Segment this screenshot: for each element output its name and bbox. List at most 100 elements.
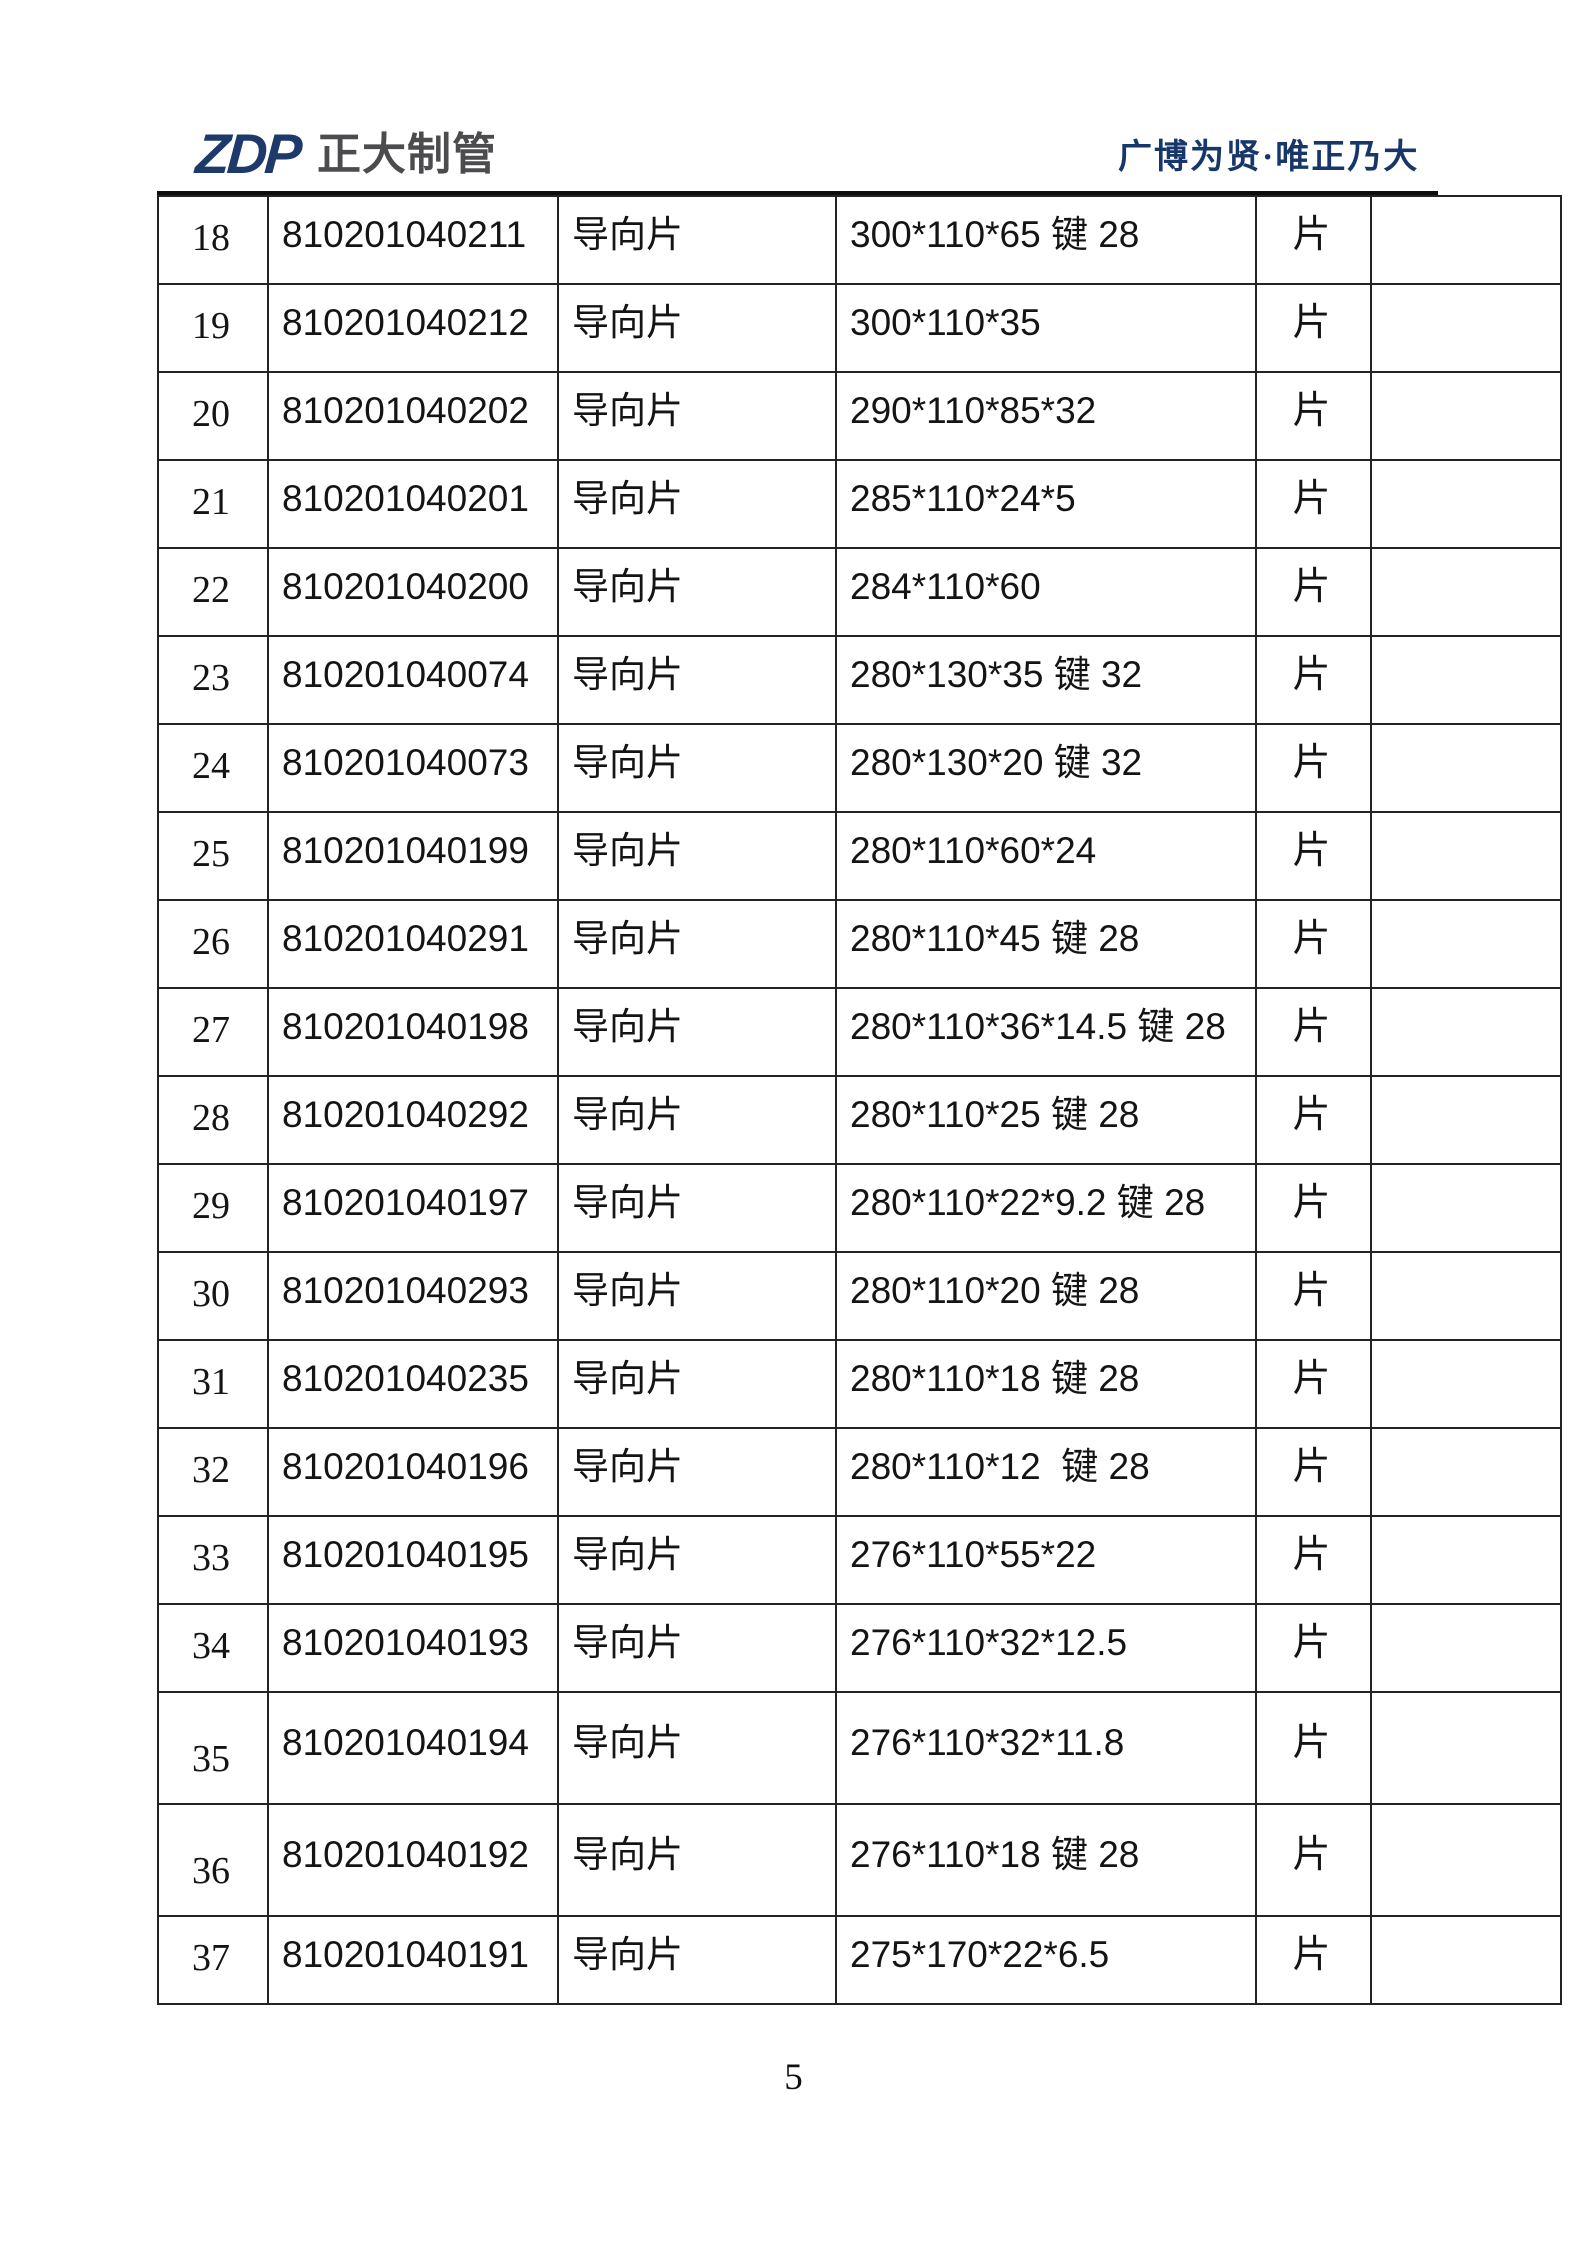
- cell-part-name: 导向片: [557, 635, 837, 725]
- cell-unit: 片: [1255, 1427, 1372, 1517]
- cell-unit: 片: [1255, 1515, 1372, 1605]
- cell-row-number: 35: [157, 1691, 269, 1805]
- table-row: 26 810201040291 导向片 280*110*45 键 28 片: [157, 899, 1562, 989]
- cell-part-name: 导向片: [557, 1075, 837, 1165]
- cell-unit: 片: [1255, 1163, 1372, 1253]
- cell-part-code: 810201040192: [267, 1803, 559, 1917]
- cell-spec: 276*110*55*22: [835, 1515, 1257, 1605]
- cell-unit: 片: [1255, 459, 1372, 549]
- cell-part-code: 810201040196: [267, 1427, 559, 1517]
- cell-remark: [1370, 195, 1562, 285]
- cell-part-name: 导向片: [557, 899, 837, 989]
- cell-part-code: 810201040293: [267, 1251, 559, 1341]
- table-row: 23 810201040074 导向片 280*130*35 键 32 片: [157, 635, 1562, 725]
- table-row: 28 810201040292 导向片 280*110*25 键 28 片: [157, 1075, 1562, 1165]
- cell-unit: 片: [1255, 1075, 1372, 1165]
- header-tagline: 广博为贤·唯正乃大: [1118, 139, 1420, 176]
- cell-unit: 片: [1255, 547, 1372, 637]
- cell-part-name: 导向片: [557, 1915, 837, 2005]
- cell-part-name: 导向片: [557, 1603, 837, 1693]
- cell-remark: [1370, 723, 1562, 813]
- table-row: 25 810201040199 导向片 280*110*60*24 片: [157, 811, 1562, 901]
- table-row: 24 810201040073 导向片 280*130*20 键 32 片: [157, 723, 1562, 813]
- cell-part-name: 导向片: [557, 1515, 837, 1605]
- cell-unit: 片: [1255, 1339, 1372, 1429]
- cell-unit: 片: [1255, 195, 1372, 285]
- cell-row-number: 19: [157, 283, 269, 373]
- cell-row-number: 34: [157, 1603, 269, 1693]
- cell-remark: [1370, 1427, 1562, 1517]
- cell-row-number: 25: [157, 811, 269, 901]
- table-row: 20 810201040202 导向片 290*110*85*32 片: [157, 371, 1562, 461]
- cell-row-number: 22: [157, 547, 269, 637]
- cell-part-code: 810201040195: [267, 1515, 559, 1605]
- cell-part-code: 810201040193: [267, 1603, 559, 1693]
- cell-remark: [1370, 371, 1562, 461]
- cell-part-name: 导向片: [557, 547, 837, 637]
- table-row: 19 810201040212 导向片 300*110*35 片: [157, 283, 1562, 373]
- logo-zdp-mark: ZDP: [193, 122, 302, 185]
- cell-part-code: 810201040212: [267, 283, 559, 373]
- cell-unit: 片: [1255, 1915, 1372, 2005]
- cell-spec: 284*110*60: [835, 547, 1257, 637]
- cell-remark: [1370, 283, 1562, 373]
- cell-part-name: 导向片: [557, 1163, 837, 1253]
- table-row: 29 810201040197 导向片 280*110*22*9.2 键 28 …: [157, 1163, 1562, 1253]
- cell-part-code: 810201040197: [267, 1163, 559, 1253]
- cell-row-number: 31: [157, 1339, 269, 1429]
- cell-row-number: 32: [157, 1427, 269, 1517]
- cell-remark: [1370, 1915, 1562, 2005]
- parts-table-body: 18 810201040211 导向片 300*110*65 键 28 片 19…: [157, 195, 1562, 2005]
- cell-part-name: 导向片: [557, 283, 837, 373]
- cell-spec: 280*110*18 键 28: [835, 1339, 1257, 1429]
- table-row: 31 810201040235 导向片 280*110*18 键 28 片: [157, 1339, 1562, 1429]
- header-rule: [157, 191, 1438, 197]
- cell-row-number: 21: [157, 459, 269, 549]
- table-row: 34 810201040193 导向片 276*110*32*12.5 片: [157, 1603, 1562, 1693]
- cell-part-name: 导向片: [557, 811, 837, 901]
- parts-table: 18 810201040211 导向片 300*110*65 键 28 片 19…: [157, 195, 1562, 2005]
- table-row: 21 810201040201 导向片 285*110*24*5 片: [157, 459, 1562, 549]
- cell-part-code: 810201040074: [267, 635, 559, 725]
- cell-row-number: 24: [157, 723, 269, 813]
- cell-remark: [1370, 1515, 1562, 1605]
- cell-remark: [1370, 1163, 1562, 1253]
- cell-remark: [1370, 1075, 1562, 1165]
- cell-spec: 280*110*20 键 28: [835, 1251, 1257, 1341]
- cell-unit: 片: [1255, 1691, 1372, 1805]
- cell-unit: 片: [1255, 987, 1372, 1077]
- cell-row-number: 26: [157, 899, 269, 989]
- table-row: 36 810201040192 导向片 276*110*18 键 28 片: [157, 1803, 1562, 1917]
- cell-unit: 片: [1255, 371, 1372, 461]
- table-row: 32 810201040196 导向片 280*110*12 键 28 片: [157, 1427, 1562, 1517]
- cell-part-code: 810201040202: [267, 371, 559, 461]
- cell-part-code: 810201040235: [267, 1339, 559, 1429]
- cell-part-name: 导向片: [557, 371, 837, 461]
- cell-remark: [1370, 1251, 1562, 1341]
- cell-part-name: 导向片: [557, 1427, 837, 1517]
- cell-part-name: 导向片: [557, 1803, 837, 1917]
- cell-part-code: 810201040073: [267, 723, 559, 813]
- cell-remark: [1370, 899, 1562, 989]
- cell-spec: 280*130*20 键 32: [835, 723, 1257, 813]
- cell-row-number: 29: [157, 1163, 269, 1253]
- cell-remark: [1370, 987, 1562, 1077]
- cell-part-code: 810201040191: [267, 1915, 559, 2005]
- cell-row-number: 37: [157, 1915, 269, 2005]
- cell-part-name: 导向片: [557, 459, 837, 549]
- cell-remark: [1370, 1691, 1562, 1805]
- cell-part-code: 810201040201: [267, 459, 559, 549]
- cell-unit: 片: [1255, 1603, 1372, 1693]
- cell-row-number: 33: [157, 1515, 269, 1605]
- cell-row-number: 36: [157, 1803, 269, 1917]
- cell-part-code: 810201040211: [267, 195, 559, 285]
- cell-remark: [1370, 1803, 1562, 1917]
- cell-unit: 片: [1255, 899, 1372, 989]
- cell-spec: 280*110*25 键 28: [835, 1075, 1257, 1165]
- cell-part-code: 810201040200: [267, 547, 559, 637]
- logo-company-name: 正大制管: [317, 130, 497, 179]
- cell-spec: 280*110*12 键 28: [835, 1427, 1257, 1517]
- cell-spec: 275*170*22*6.5: [835, 1915, 1257, 2005]
- cell-row-number: 23: [157, 635, 269, 725]
- cell-spec: 285*110*24*5: [835, 459, 1257, 549]
